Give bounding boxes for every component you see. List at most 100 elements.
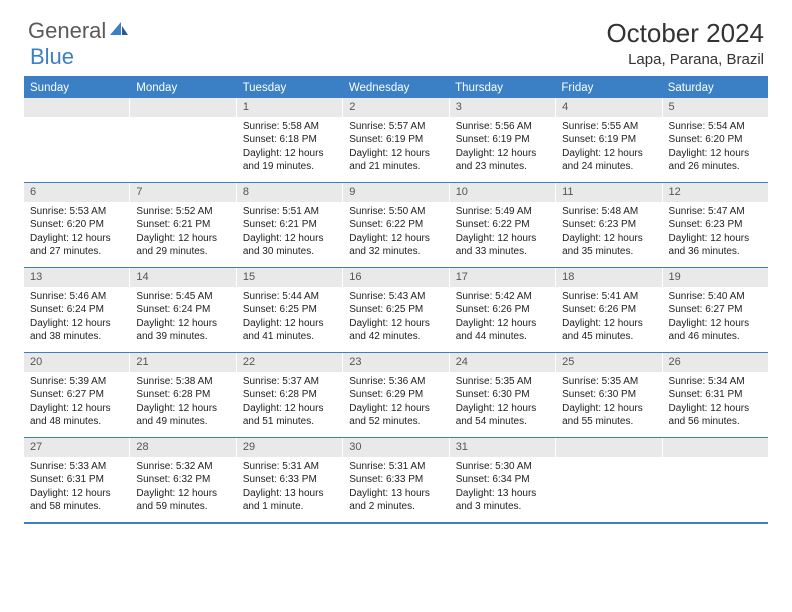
calendar-day (663, 438, 768, 522)
day-number: 17 (450, 268, 555, 287)
calendar-day: 27Sunrise: 5:33 AMSunset: 6:31 PMDayligh… (24, 438, 130, 522)
day-body: Sunrise: 5:51 AMSunset: 6:21 PMDaylight:… (237, 202, 342, 264)
logo: General (28, 18, 130, 44)
title-block: October 2024 Lapa, Parana, Brazil (606, 18, 764, 68)
daylight-text: Daylight: 12 hours and 58 minutes. (30, 487, 123, 514)
sunrise-text: Sunrise: 5:44 AM (243, 290, 336, 304)
day-body (663, 457, 768, 465)
calendar-day: 19Sunrise: 5:40 AMSunset: 6:27 PMDayligh… (663, 268, 768, 352)
day-body: Sunrise: 5:32 AMSunset: 6:32 PMDaylight:… (130, 457, 235, 519)
day-body: Sunrise: 5:38 AMSunset: 6:28 PMDaylight:… (130, 372, 235, 434)
day-number: 1 (237, 98, 342, 117)
sunrise-text: Sunrise: 5:51 AM (243, 205, 336, 219)
logo-text-blue: Blue (30, 44, 74, 69)
daylight-text: Daylight: 12 hours and 48 minutes. (30, 402, 123, 429)
sunset-text: Sunset: 6:30 PM (456, 388, 549, 402)
daylight-text: Daylight: 12 hours and 39 minutes. (136, 317, 229, 344)
day-body: Sunrise: 5:47 AMSunset: 6:23 PMDaylight:… (663, 202, 768, 264)
sunset-text: Sunset: 6:22 PM (456, 218, 549, 232)
calendar-day: 22Sunrise: 5:37 AMSunset: 6:28 PMDayligh… (237, 353, 343, 437)
calendar-day: 16Sunrise: 5:43 AMSunset: 6:25 PMDayligh… (343, 268, 449, 352)
month-title: October 2024 (606, 18, 764, 49)
day-number: 14 (130, 268, 235, 287)
day-body: Sunrise: 5:50 AMSunset: 6:22 PMDaylight:… (343, 202, 448, 264)
sunset-text: Sunset: 6:34 PM (456, 473, 549, 487)
sunrise-text: Sunrise: 5:43 AM (349, 290, 442, 304)
daylight-text: Daylight: 12 hours and 59 minutes. (136, 487, 229, 514)
daylight-text: Daylight: 12 hours and 41 minutes. (243, 317, 336, 344)
sunrise-text: Sunrise: 5:35 AM (562, 375, 655, 389)
calendar-day: 14Sunrise: 5:45 AMSunset: 6:24 PMDayligh… (130, 268, 236, 352)
day-number (24, 98, 129, 117)
day-body: Sunrise: 5:33 AMSunset: 6:31 PMDaylight:… (24, 457, 129, 519)
calendar-week: 20Sunrise: 5:39 AMSunset: 6:27 PMDayligh… (24, 352, 768, 437)
sunrise-text: Sunrise: 5:55 AM (562, 120, 655, 134)
sunset-text: Sunset: 6:32 PM (136, 473, 229, 487)
day-number (663, 438, 768, 457)
day-number: 5 (663, 98, 768, 117)
sunrise-text: Sunrise: 5:57 AM (349, 120, 442, 134)
calendar-day: 23Sunrise: 5:36 AMSunset: 6:29 PMDayligh… (343, 353, 449, 437)
sunrise-text: Sunrise: 5:34 AM (669, 375, 762, 389)
day-number: 8 (237, 183, 342, 202)
daylight-text: Daylight: 12 hours and 49 minutes. (136, 402, 229, 429)
daylight-text: Daylight: 12 hours and 19 minutes. (243, 147, 336, 174)
calendar: SundayMondayTuesdayWednesdayThursdayFrid… (24, 76, 768, 524)
day-body (130, 117, 235, 125)
calendar-day: 28Sunrise: 5:32 AMSunset: 6:32 PMDayligh… (130, 438, 236, 522)
weekday-header: Friday (555, 78, 661, 98)
day-number: 30 (343, 438, 448, 457)
daylight-text: Daylight: 12 hours and 27 minutes. (30, 232, 123, 259)
day-number: 11 (556, 183, 661, 202)
day-number: 4 (556, 98, 661, 117)
sunset-text: Sunset: 6:27 PM (30, 388, 123, 402)
sunset-text: Sunset: 6:18 PM (243, 133, 336, 147)
day-number: 12 (663, 183, 768, 202)
calendar-day: 24Sunrise: 5:35 AMSunset: 6:30 PMDayligh… (450, 353, 556, 437)
weekday-header: Wednesday (343, 78, 449, 98)
day-body: Sunrise: 5:54 AMSunset: 6:20 PMDaylight:… (663, 117, 768, 179)
calendar-day: 15Sunrise: 5:44 AMSunset: 6:25 PMDayligh… (237, 268, 343, 352)
daylight-text: Daylight: 12 hours and 24 minutes. (562, 147, 655, 174)
daylight-text: Daylight: 12 hours and 55 minutes. (562, 402, 655, 429)
weekday-row: SundayMondayTuesdayWednesdayThursdayFrid… (24, 78, 768, 98)
day-body: Sunrise: 5:46 AMSunset: 6:24 PMDaylight:… (24, 287, 129, 349)
calendar-day: 2Sunrise: 5:57 AMSunset: 6:19 PMDaylight… (343, 98, 449, 182)
calendar-day: 29Sunrise: 5:31 AMSunset: 6:33 PMDayligh… (237, 438, 343, 522)
sunset-text: Sunset: 6:20 PM (30, 218, 123, 232)
calendar-day: 31Sunrise: 5:30 AMSunset: 6:34 PMDayligh… (450, 438, 556, 522)
weekday-header: Thursday (449, 78, 555, 98)
sunset-text: Sunset: 6:25 PM (349, 303, 442, 317)
calendar-day: 21Sunrise: 5:38 AMSunset: 6:28 PMDayligh… (130, 353, 236, 437)
sunrise-text: Sunrise: 5:37 AM (243, 375, 336, 389)
calendar-day: 3Sunrise: 5:56 AMSunset: 6:19 PMDaylight… (450, 98, 556, 182)
sunrise-text: Sunrise: 5:45 AM (136, 290, 229, 304)
day-body: Sunrise: 5:49 AMSunset: 6:22 PMDaylight:… (450, 202, 555, 264)
day-body: Sunrise: 5:48 AMSunset: 6:23 PMDaylight:… (556, 202, 661, 264)
logo-sail-icon (108, 20, 130, 43)
sunrise-text: Sunrise: 5:46 AM (30, 290, 123, 304)
calendar-day: 1Sunrise: 5:58 AMSunset: 6:18 PMDaylight… (237, 98, 343, 182)
sunrise-text: Sunrise: 5:36 AM (349, 375, 442, 389)
day-body: Sunrise: 5:35 AMSunset: 6:30 PMDaylight:… (556, 372, 661, 434)
day-number: 19 (663, 268, 768, 287)
day-number: 22 (237, 353, 342, 372)
sunset-text: Sunset: 6:28 PM (136, 388, 229, 402)
day-number: 13 (24, 268, 129, 287)
sunrise-text: Sunrise: 5:33 AM (30, 460, 123, 474)
logo-text-general: General (28, 18, 106, 44)
daylight-text: Daylight: 12 hours and 44 minutes. (456, 317, 549, 344)
sunset-text: Sunset: 6:33 PM (243, 473, 336, 487)
sunset-text: Sunset: 6:31 PM (669, 388, 762, 402)
sunset-text: Sunset: 6:19 PM (456, 133, 549, 147)
day-number: 25 (556, 353, 661, 372)
day-body: Sunrise: 5:55 AMSunset: 6:19 PMDaylight:… (556, 117, 661, 179)
day-body: Sunrise: 5:31 AMSunset: 6:33 PMDaylight:… (343, 457, 448, 519)
sunrise-text: Sunrise: 5:42 AM (456, 290, 549, 304)
daylight-text: Daylight: 12 hours and 52 minutes. (349, 402, 442, 429)
day-number: 10 (450, 183, 555, 202)
calendar-week: 6Sunrise: 5:53 AMSunset: 6:20 PMDaylight… (24, 182, 768, 267)
day-body: Sunrise: 5:43 AMSunset: 6:25 PMDaylight:… (343, 287, 448, 349)
sunrise-text: Sunrise: 5:31 AM (243, 460, 336, 474)
sunrise-text: Sunrise: 5:52 AM (136, 205, 229, 219)
